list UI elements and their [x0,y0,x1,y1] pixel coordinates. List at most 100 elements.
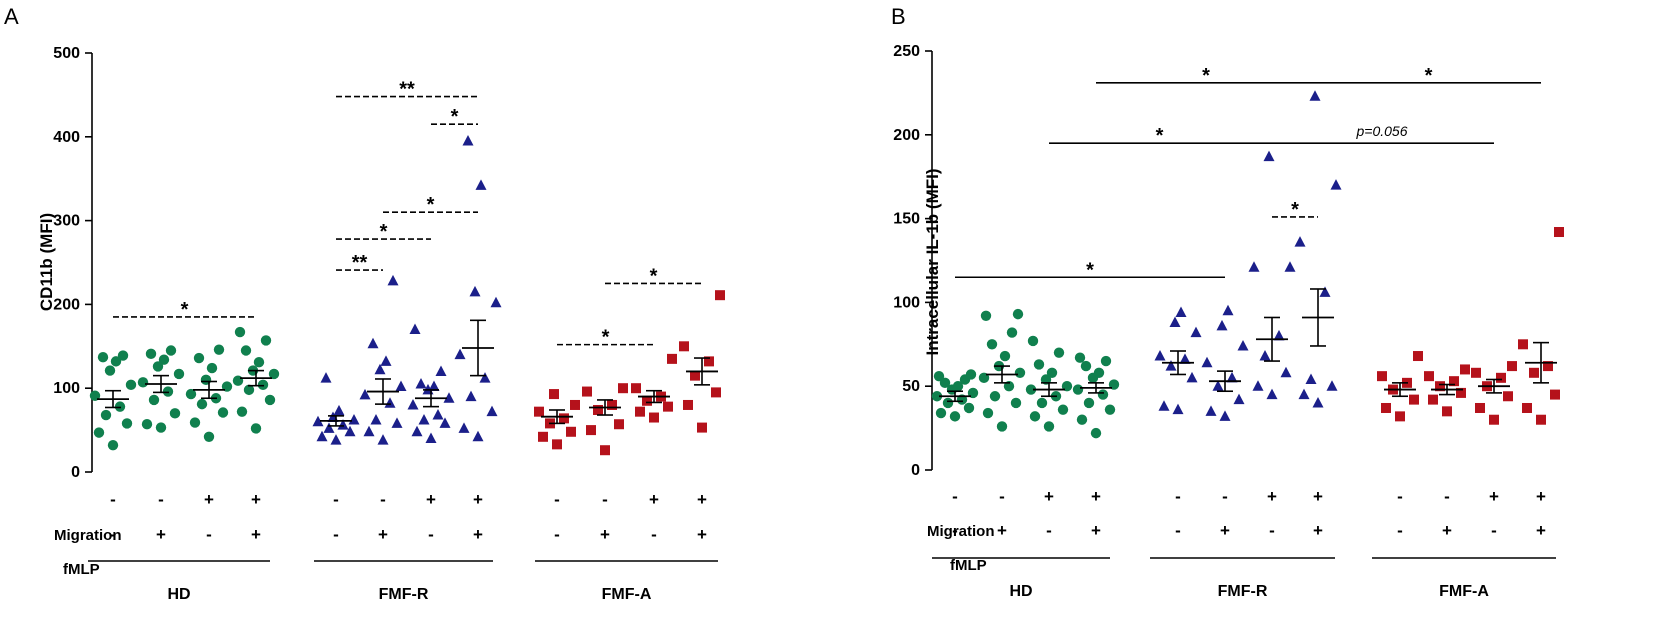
row-label-fmlp-b: fMLP [950,557,987,574]
pb-fmlp-sign: + [1091,521,1101,540]
pa-data-point-triangle [439,417,451,428]
pa-fmlp-sign: + [378,525,388,544]
pb-data-point-triangle [1273,329,1285,341]
pa-data-point-triangle [490,296,502,308]
pb-data-point-square [1522,402,1532,413]
pb-data-point-circle [1057,404,1069,415]
pb-group-label: FMF-R [1218,583,1268,600]
pa-data-point-triangle [409,323,421,335]
pb-data-point-circle [980,310,992,322]
pa-data-point-circle [185,388,197,400]
pb-fmlp-sign: + [1442,521,1452,540]
pa-data-point-circle [206,362,218,374]
pa-significance-star: * [451,106,459,128]
pb-data-point-triangle [1233,393,1245,405]
pa-data-point-triangle [432,409,444,420]
pb-data-point-triangle [1252,380,1264,391]
pa-data-point-square [534,406,544,417]
pa-y-tick-label: 500 [53,45,80,62]
pb-data-point-triangle [1205,405,1217,416]
pb-data-point-circle [1097,389,1109,400]
pa-data-point-triangle [320,372,332,383]
pa-data-point-square [715,290,725,301]
pb-migration-sign: - [999,487,1005,506]
pb-data-point-triangle [1319,286,1331,297]
pa-data-point-square [566,426,576,437]
pa-data-point-circle [173,368,185,380]
pa-data-point-square [667,353,677,364]
pb-data-point-triangle [1186,371,1198,383]
pb-migration-sign: - [1444,487,1450,506]
pa-migration-sign: + [251,490,261,509]
pa-data-point-circle [240,345,252,356]
pb-data-point-triangle [1222,304,1234,316]
panel-label-b: B [891,4,906,29]
pb-significance-star: * [1425,65,1433,87]
pb-data-point-triangle [1165,360,1177,371]
pa-fmlp-sign: - [333,525,339,544]
pb-data-point-square [1377,371,1387,382]
pa-data-point-square [538,431,548,442]
pa-migration-sign: + [473,490,483,509]
pb-data-point-triangle [1219,410,1231,421]
pb-data-point-square [1543,361,1553,372]
pb-data-point-circle [1104,404,1116,415]
pb-data-point-triangle [1226,371,1238,383]
pa-data-point-triangle [475,179,487,190]
pb-data-point-circle [1093,367,1105,378]
pa-fmlp-sign: + [697,525,707,544]
pa-data-point-triangle [391,417,403,428]
pa-data-point-triangle [469,285,481,297]
pb-data-point-square [1550,389,1560,400]
row-label-fmlp-a: fMLP [63,561,100,578]
pa-significance-star: * [650,265,658,287]
pa-data-point-circle [137,377,149,388]
pb-data-point-circle [931,391,943,402]
pa-data-point-circle [145,348,157,360]
pa-data-point-square [549,389,559,400]
row-label-migration-b: Migration [927,523,995,540]
pb-group-label: FMF-A [1439,583,1489,600]
pb-data-point-circle [949,411,961,422]
pb-y-tick-label: 150 [893,211,920,228]
pa-fmlp-sign: + [251,525,261,544]
pb-data-point-circle [1010,397,1022,409]
pa-fmlp-sign: - [206,525,212,544]
pb-y-tick-label: 50 [902,378,920,395]
pb-data-point-circle [1029,411,1041,422]
pb-data-point-square [1395,411,1405,422]
pa-significance-star: * [181,299,189,321]
pb-data-point-square [1449,376,1459,387]
pa-data-point-triangle [418,414,430,425]
pa-data-point-triangle [425,432,437,443]
pa-data-point-circle [236,406,248,417]
pa-data-point-circle [213,344,225,355]
row-label-migration-a: Migration [54,527,122,544]
pa-data-point-circle [257,379,269,391]
pa-migration-sign: + [204,490,214,509]
pb-data-point-circle [1036,397,1048,409]
pb-data-point-triangle [1216,319,1228,331]
pb-data-point-square [1554,227,1564,238]
pa-y-tick-label: 0 [71,464,80,481]
pb-data-point-triangle [1259,350,1271,361]
pa-fmlp-sign: + [473,525,483,544]
pb-data-point-circle [1027,335,1039,347]
pa-data-point-triangle [348,414,360,425]
pb-data-point-triangle [1175,306,1187,317]
pb-data-point-circle [942,397,954,409]
pb-data-point-triangle [1305,373,1317,384]
pb-migration-sign: - [1397,487,1403,506]
pb-data-point-circle [1046,367,1058,378]
pb-data-point-circle [933,370,945,382]
pb-fmlp-sign: - [1175,521,1181,540]
pb-significance-star: * [1156,125,1164,147]
pa-data-point-circle [114,401,126,412]
pa-migration-sign: - [110,490,116,509]
pa-data-point-triangle [323,422,335,433]
pb-migration-sign: + [1091,487,1101,506]
pa-data-point-square [559,413,569,424]
pa-migration-sign: - [158,490,164,509]
pb-data-point-triangle [1158,400,1170,411]
pb-data-point-triangle [1330,179,1342,190]
